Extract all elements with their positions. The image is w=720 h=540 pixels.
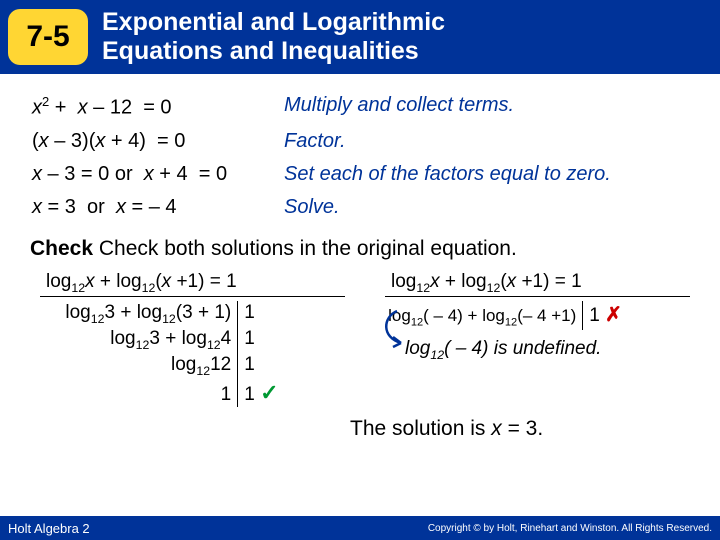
- check-left-cell: log123 + log124: [40, 327, 238, 353]
- check-left-cell: 1: [40, 379, 238, 407]
- step-equation: x – 3 = 0 or x + 4 = 0: [32, 159, 282, 190]
- solution-text: The solution is x = 3.: [30, 417, 700, 441]
- step-explanation: Set each of the factors equal to zero.: [284, 159, 698, 190]
- checks-row: log12x + log12(x +1) = 1 log123 + log12(…: [30, 271, 700, 407]
- check-line: Check Check both solutions in the origin…: [30, 237, 700, 261]
- footer: Holt Algebra 2 Copyright © by Holt, Rine…: [0, 516, 720, 540]
- footer-left: Holt Algebra 2: [8, 521, 90, 536]
- header-title: Exponential and Logarithmic Equations an…: [102, 8, 445, 66]
- step-equation: x2 + x – 12 = 0: [32, 90, 282, 124]
- underline: [385, 296, 690, 297]
- slide-content: x2 + x – 12 = 0Multiply and collect term…: [0, 74, 720, 441]
- steps-table: x2 + x – 12 = 0Multiply and collect term…: [30, 88, 700, 225]
- step-explanation: Multiply and collect terms.: [284, 90, 698, 124]
- title-line-1: Exponential and Logarithmic: [102, 8, 445, 37]
- check-label: Check: [30, 237, 93, 260]
- right-eq-header: log12x + log12(x +1) = 1: [385, 271, 690, 295]
- check-right-cell: 1: [238, 327, 345, 353]
- right-check-column: log12x + log12(x +1) = 1 log12( – 4) + l…: [385, 271, 690, 407]
- check-right-cell: 1: [238, 301, 345, 327]
- left-eq-header: log12x + log12(x +1) = 1: [40, 271, 345, 295]
- step-equation: (x – 3)(x + 4) = 0: [32, 126, 282, 157]
- arrow-icon: [379, 307, 429, 351]
- right-check-right: 1 ✗: [583, 301, 690, 329]
- underline: [40, 296, 345, 297]
- step-explanation: Factor.: [284, 126, 698, 157]
- step-equation: x = 3 or x = – 4: [32, 192, 282, 223]
- right-check-grid: log12( – 4) + log12(– 4 +1) 1 ✗: [385, 301, 690, 329]
- step-explanation: Solve.: [284, 192, 698, 223]
- lesson-badge: 7-5: [8, 9, 88, 65]
- check-left-cell: log123 + log12(3 + 1): [40, 301, 238, 327]
- check-text: Check both solutions in the original equ…: [99, 237, 517, 260]
- title-line-2: Equations and Inequalities: [102, 37, 445, 66]
- check-left-cell: log1212: [40, 353, 238, 379]
- slide-header: 7-5 Exponential and Logarithmic Equation…: [0, 0, 720, 74]
- left-check-column: log12x + log12(x +1) = 1 log123 + log12(…: [40, 271, 345, 407]
- check-right-cell: 1 ✓: [238, 379, 345, 407]
- left-check-grid: log123 + log12(3 + 1)1log123 + log1241lo…: [40, 301, 345, 406]
- footer-right: Copyright © by Holt, Rinehart and Winsto…: [428, 523, 712, 534]
- undefined-note: log12( – 4) is undefined.: [385, 338, 690, 362]
- check-right-cell: 1: [238, 353, 345, 379]
